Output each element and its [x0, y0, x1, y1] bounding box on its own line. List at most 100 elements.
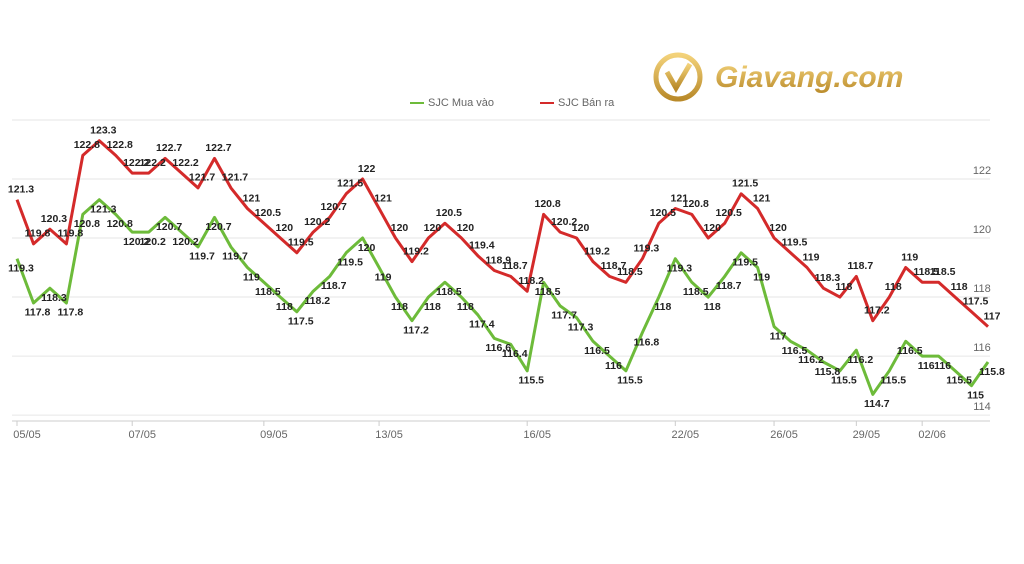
- data-label: 117.3: [568, 321, 594, 333]
- data-label: 119.7: [222, 251, 248, 263]
- data-label: 119.5: [732, 257, 758, 269]
- data-label: 118: [885, 281, 902, 293]
- data-label: 119.3: [634, 242, 660, 254]
- data-label: 120: [572, 222, 590, 234]
- data-label: 120.7: [321, 201, 347, 213]
- data-label: 122.7: [156, 142, 182, 154]
- y-tick-label: 114: [973, 401, 991, 413]
- data-label: 119.2: [403, 245, 429, 257]
- data-label: 117: [984, 310, 1001, 322]
- data-label: 120: [703, 222, 721, 234]
- x-tick-label: 05/05: [13, 429, 41, 441]
- data-label: 120: [276, 222, 294, 234]
- data-label: 118.5: [436, 286, 462, 298]
- data-label: 121.7: [189, 172, 215, 184]
- data-label: 116: [934, 360, 951, 372]
- data-label: 118.5: [255, 286, 281, 298]
- data-label: 118.5: [913, 266, 939, 278]
- data-label: 120.2: [304, 216, 330, 228]
- data-label: 120.5: [436, 207, 462, 219]
- y-tick-label: 120: [973, 224, 991, 236]
- x-tick-label: 26/05: [770, 429, 798, 441]
- data-label: 121.3: [8, 183, 34, 195]
- data-label: 118: [276, 301, 293, 313]
- data-label: 116.2: [847, 354, 873, 366]
- data-label: 118.3: [815, 272, 841, 284]
- data-label: 120.5: [255, 207, 281, 219]
- data-label: 118.5: [683, 286, 709, 298]
- data-label: 116.5: [782, 345, 808, 357]
- data-label: 119.3: [8, 262, 34, 274]
- data-label: 120.5: [650, 207, 676, 219]
- data-label: 119: [753, 271, 770, 283]
- legend-label: SJC Bán ra: [558, 97, 615, 109]
- data-label: 120.2: [140, 236, 166, 248]
- data-label: 121: [753, 192, 771, 204]
- x-tick-label: 02/06: [918, 429, 946, 441]
- data-label: 120.8: [74, 218, 100, 230]
- data-label: 115.5: [946, 375, 972, 387]
- data-label: 118.7: [716, 280, 742, 292]
- data-label: 119.5: [782, 237, 808, 249]
- data-label: 119: [901, 251, 918, 263]
- data-label: 121: [243, 192, 261, 204]
- data-label: 116: [605, 360, 622, 372]
- data-label: 120.8: [535, 198, 561, 210]
- data-label: 118: [457, 301, 474, 313]
- data-label: 119.3: [666, 262, 692, 274]
- data-label: 120.5: [716, 207, 742, 219]
- data-label: 118: [835, 281, 852, 293]
- logo: Giavang.com: [653, 52, 903, 102]
- data-label: 121: [671, 192, 689, 204]
- data-label: 118: [951, 281, 968, 293]
- data-label: 119.2: [584, 245, 610, 257]
- data-label: 115: [967, 389, 984, 401]
- data-label: 118.5: [617, 266, 643, 278]
- data-label: 118.9: [485, 254, 511, 266]
- data-label: 120.7: [205, 221, 231, 233]
- data-label: 118.2: [518, 275, 544, 287]
- data-label: 117: [770, 330, 787, 342]
- data-label: 115.5: [831, 375, 857, 387]
- data-label: 121.5: [732, 178, 758, 190]
- data-label: 120.2: [172, 236, 198, 248]
- data-label: 117.2: [403, 324, 429, 336]
- data-label: 119: [375, 271, 392, 283]
- data-label: 120: [424, 222, 442, 234]
- data-label: 118.7: [601, 260, 627, 272]
- data-label: 118.5: [535, 286, 561, 298]
- data-label: 120: [391, 222, 409, 234]
- data-label: 119.7: [189, 251, 215, 263]
- data-label: 120.2: [123, 236, 149, 248]
- x-tick-label: 16/05: [523, 429, 551, 441]
- data-label: 117.8: [58, 307, 84, 319]
- data-label: 118.7: [502, 260, 528, 272]
- data-label: 121: [374, 192, 392, 204]
- data-label: 122: [358, 163, 376, 175]
- data-label: 122.2: [140, 157, 166, 169]
- y-tick-label: 118: [973, 283, 991, 295]
- data-label: 114.7: [864, 398, 890, 410]
- data-label: 117.5: [288, 316, 314, 328]
- data-label: 115.5: [518, 375, 544, 387]
- data-label: 117.2: [864, 304, 890, 316]
- data-label: 115.5: [880, 375, 906, 387]
- data-label: 120.7: [156, 221, 182, 233]
- data-label: 122.2: [123, 157, 149, 169]
- data-label: 120.2: [551, 216, 577, 228]
- data-label: 118.3: [41, 292, 67, 304]
- x-tick-label: 22/05: [672, 429, 700, 441]
- data-label: 118: [704, 301, 721, 313]
- data-label: 120: [457, 222, 475, 234]
- data-label: 119.5: [337, 257, 363, 269]
- data-label: 117.5: [963, 296, 989, 308]
- data-label: 119: [802, 251, 819, 263]
- data-label: 123.3: [90, 124, 116, 136]
- data-label: 119.5: [288, 237, 314, 249]
- series-line: [15, 139, 990, 328]
- data-label: 117.8: [25, 307, 51, 319]
- data-label: 116: [918, 360, 935, 372]
- y-tick-label: 122: [973, 165, 991, 177]
- data-label: 122.2: [172, 157, 198, 169]
